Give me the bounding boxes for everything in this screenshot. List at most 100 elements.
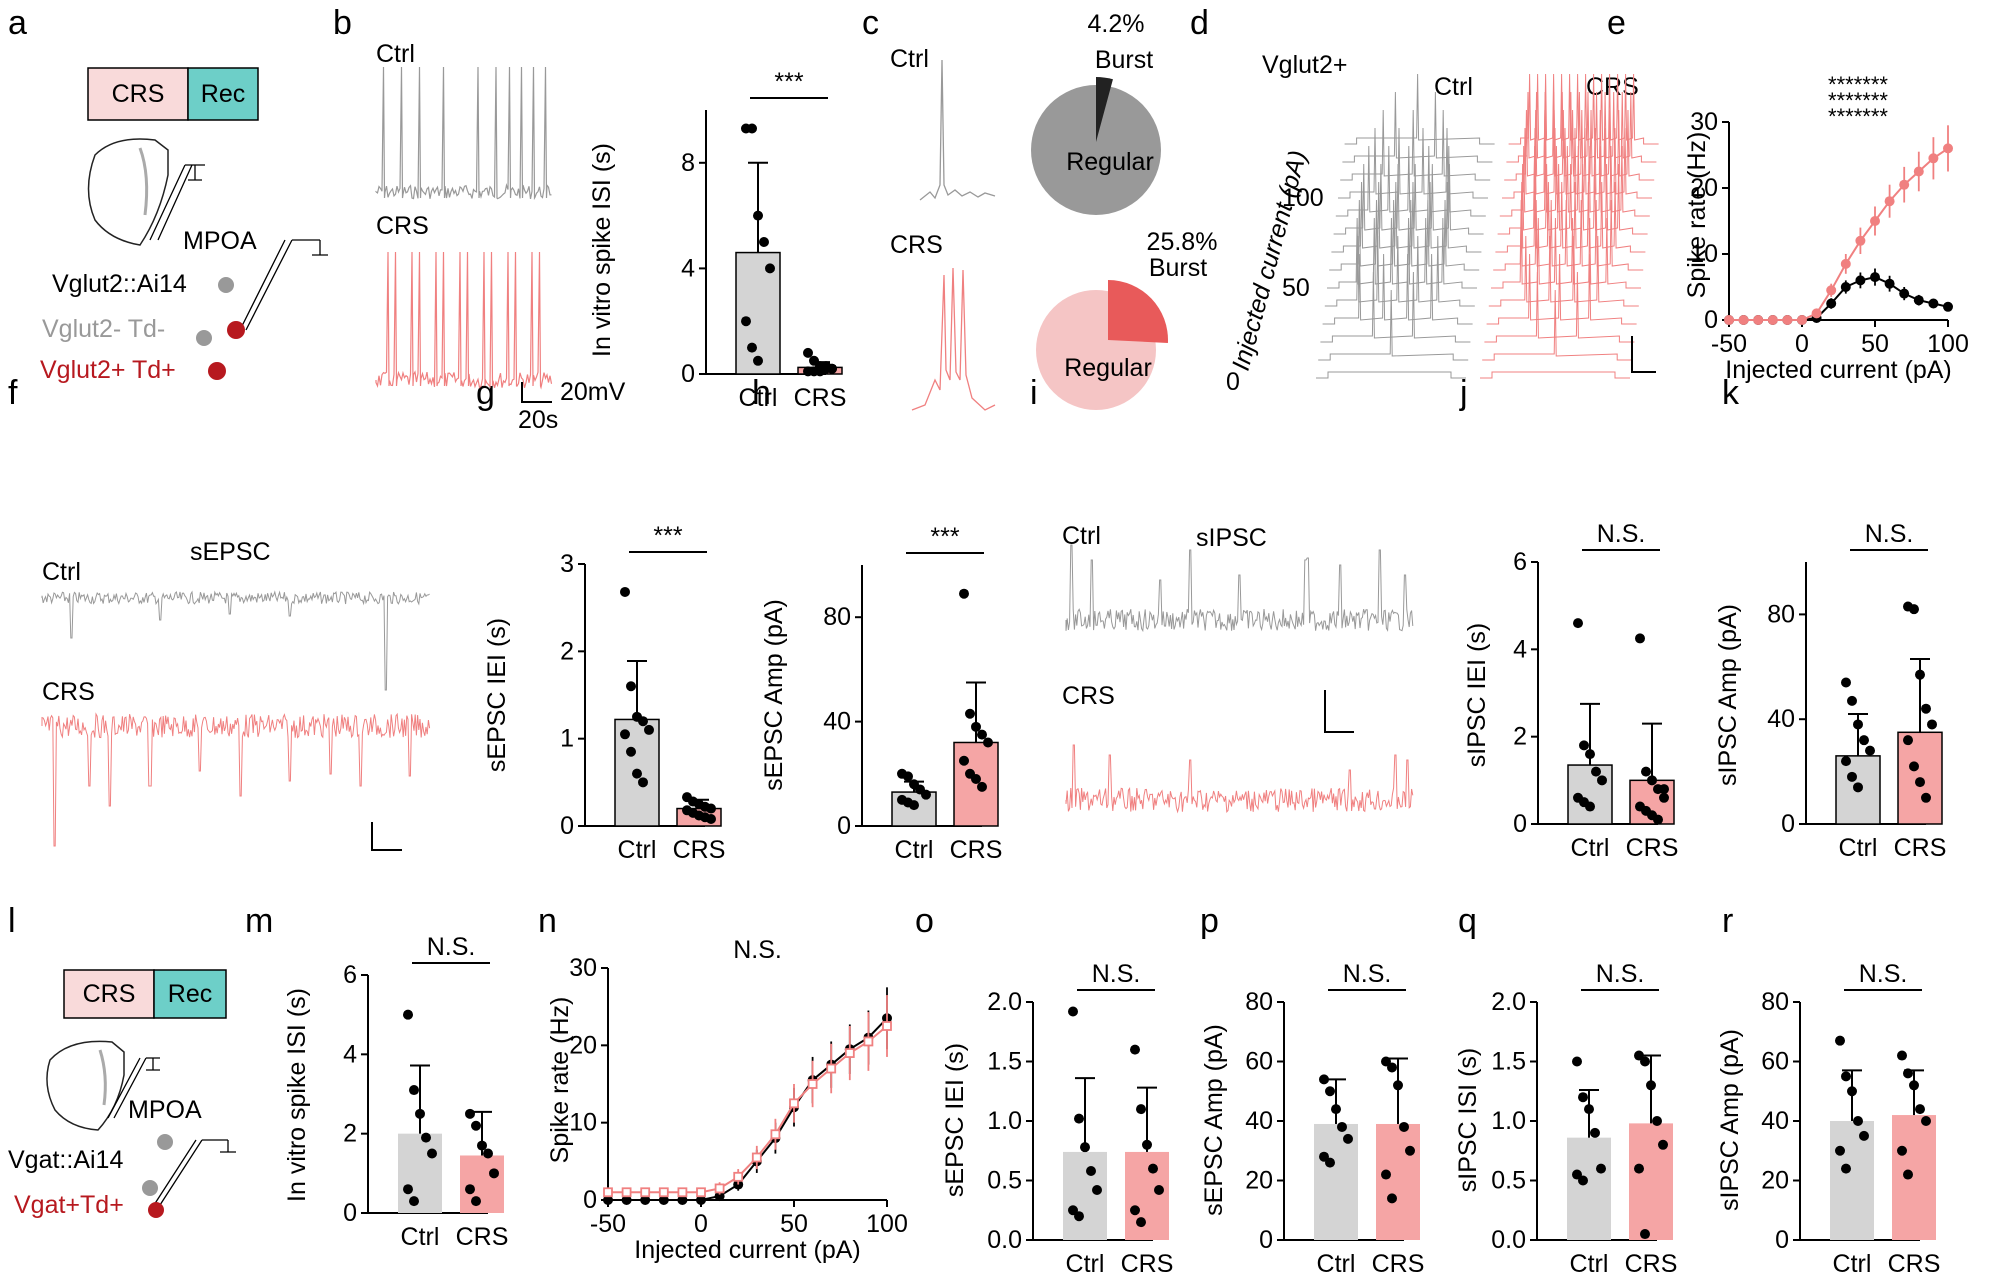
crs-burst-trace [911,267,996,411]
rec-box [187,67,259,121]
electrode-icon-l2 [153,1139,236,1206]
panel-i: sIPSC Ctrl CRS [1062,522,1414,814]
chart-p-ytick-label: 0 [1259,1226,1273,1254]
chart-g-point-crs [706,803,716,814]
d-scale-bar [1631,336,1656,373]
chart-g-ytick-label: 3 [560,550,574,578]
panel-letter-d: d [1190,4,1209,42]
chart-n-point-ctrl [621,1195,632,1205]
chart-o-point-ctrl [1068,1006,1078,1017]
chart-g-point-ctrl [632,768,642,779]
rec-label-l: Rec [168,980,212,1008]
chart-o-point-crs [1130,1044,1140,1055]
chart-q-point-ctrl [1590,1127,1600,1138]
i-crs-label: CRS [1062,682,1115,710]
chart-k-xlabel-crs: CRS [1894,834,1947,862]
dCtrl-sweep-2 [1320,271,1471,343]
chart-k-point-ctrl [1841,677,1851,688]
region-label-l: MPOA [128,1096,202,1124]
chart-g-xlabel-crs: CRS [673,836,726,864]
chart-b-xlabel-ctrl: Ctrl [739,384,778,412]
rec-label: Rec [201,80,245,108]
chart-n-ylabel: Spike rate (Hz) [546,997,574,1164]
chart-e-line-crs [1729,147,1949,321]
chart-o-xlabel-ctrl: Ctrl [1066,1250,1105,1278]
chart-b-point-crs [803,347,813,358]
chart-p-point-ctrl [1325,1157,1335,1168]
d-tick-50: 50 [1282,274,1310,302]
chart-n-point-ctrl [603,1195,613,1205]
chart-r-point-crs [1897,1145,1907,1156]
chart-k-point-ctrl [1847,695,1857,706]
chart-m-point-crs [489,1168,499,1179]
chart-k-ytick-label: 40 [1767,705,1795,733]
chart-k-point-ctrl [1865,745,1875,756]
panel-letter-j: j [1459,374,1468,412]
chart-h-point-crs [965,708,975,719]
chart-o-point-crs [1130,1205,1140,1216]
chart-n-point-crs [863,1036,874,1047]
crs-box-l [63,969,155,1019]
dCtrl-sweep-3 [1322,253,1473,325]
chart-e-point-crs [1797,315,1807,325]
chart-m-ytick-label: 4 [343,1040,357,1068]
dCtrl-sweep-9 [1335,145,1486,217]
chart-r-bar-ctrl [1830,1121,1874,1240]
chart-n-point-crs [844,1048,855,1058]
c-ctrl-label: Ctrl [890,45,929,73]
chart-e-point-crs [1782,315,1793,325]
chart-h-xlabel-crs: CRS [950,836,1003,864]
chart-e-point-crs [1724,315,1734,325]
chart-h-point-crs [959,755,969,766]
chart-r-point-crs [1903,1068,1913,1079]
chart-e-point-ctrl [1826,298,1837,309]
chart-n-point-crs [603,1187,613,1198]
dCrs-sweep-2 [1484,271,1635,343]
grey-cell-icon-l [157,1134,173,1150]
chart-p-ytick-label: 80 [1245,988,1273,1016]
chart-n-xtick-label: 100 [866,1210,908,1238]
chart-n-point-ctrl [658,1195,669,1205]
chart-n-point-ctrl [714,1191,725,1202]
chart-e-point-ctrl [1943,301,1953,312]
chart-p-ylabel: sEPSC Amp (pA) [1200,1024,1228,1216]
ctrl-burst-label: Burst [1095,46,1153,74]
line-vgat-ai14: Vgat::Ai14 [8,1146,123,1174]
chart-h: 0 40 80 sEPSC Amp (pA) Ctrl CRS *** [760,523,1002,864]
chart-p-point-crs [1405,1145,1415,1156]
f-scale-bar [371,822,402,851]
chart-h-sig-label: *** [930,523,959,551]
chart-o: 0.0 0.5 1.0 1.5 2.0 sEPSC IEI (s) Ctrl CRS N.S. [941,960,1173,1278]
chart-g-point-ctrl [626,681,636,692]
chart-e-point-ctrl [1913,295,1924,306]
chart-e-point-crs [1767,315,1778,325]
chart-p-point-crs [1399,1121,1409,1132]
chart-e-point-crs [1840,258,1851,269]
chart-q-ytick-label: 0.5 [1491,1167,1526,1195]
panel-a-schematic: CRS Rec MPOA Vglut2::Ai14 Vglut2- Td- Vg… [40,67,328,384]
red-cell-icon [227,321,245,339]
chart-e-xtick-label: -50 [1711,330,1747,358]
chart-j-point-crs [1635,633,1645,644]
panel-letter-e: e [1607,4,1626,42]
chart-k-point-crs [1921,792,1931,803]
chart-b: 0 4 8 In vitro spike ISI (s) Ctrl CRS *** [588,68,846,412]
chart-j-point-crs [1659,792,1669,803]
crs-spike-trace [375,251,553,390]
dCtrl-sweep-11 [1340,109,1491,181]
chart-b-xlabel-crs: CRS [794,384,847,412]
chart-m-bar-ctrl [398,1133,442,1213]
chart-o-point-crs [1136,1104,1146,1115]
i-ctrl-label: Ctrl [1062,522,1101,550]
chart-n-point-crs [807,1079,818,1089]
chart-o-xlabel-crs: CRS [1121,1250,1174,1278]
chart-m-point-ctrl [421,1132,431,1143]
chart-e-point-crs [1928,153,1939,164]
brain-ventricle-icon-l [98,1049,107,1106]
i-scale-bar [1324,690,1354,733]
chart-j-ytick-label: 4 [1513,635,1527,663]
chart-q-bar-ctrl [1567,1137,1611,1240]
chart-n-line-ctrl [608,1017,888,1201]
chart-b-ytick-label: 8 [681,149,695,177]
